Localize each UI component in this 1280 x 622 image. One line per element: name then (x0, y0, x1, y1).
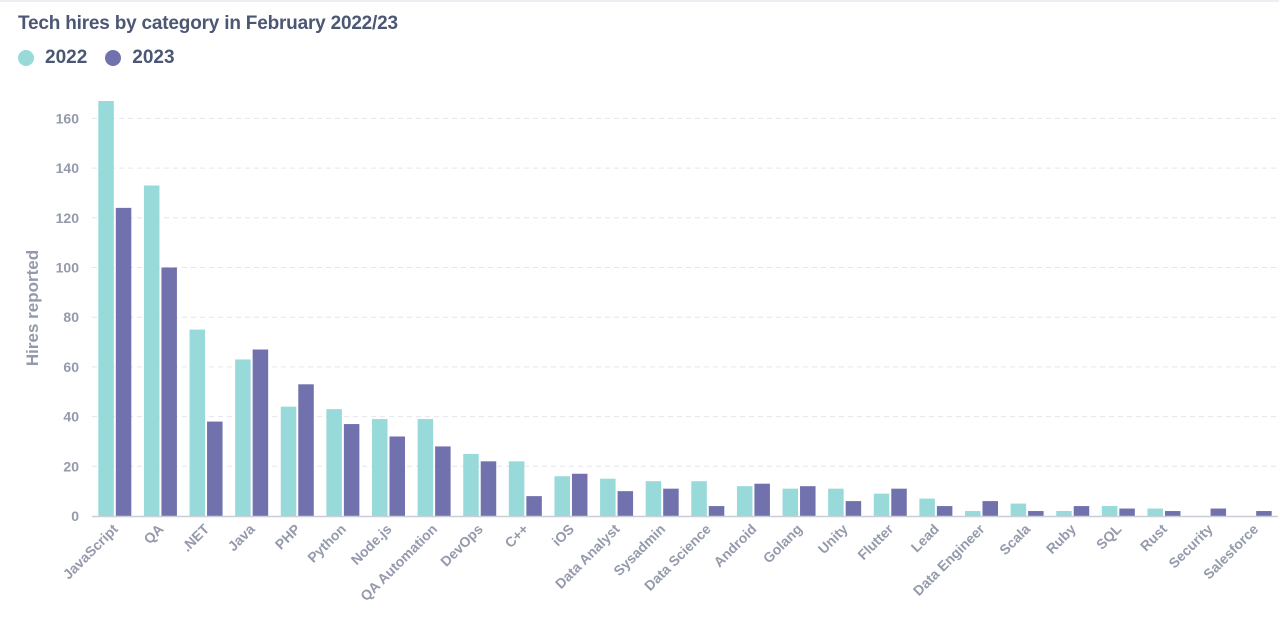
x-tick-label-lead: Lead (908, 521, 942, 555)
bar-2022-qa[interactable] (143, 185, 160, 516)
legend-dot-2023 (105, 50, 122, 66)
chart-title: Tech hires by category in February 2022/… (18, 13, 398, 34)
bar-2022-golang[interactable] (782, 488, 799, 516)
y-tick-label-120: 120 (56, 210, 80, 226)
bar-2023-flutter[interactable] (891, 488, 907, 516)
bar-2022-qa-automation[interactable] (417, 419, 434, 516)
x-tick-label-c: C++ (501, 521, 531, 551)
y-axis-ticks: 0 20 40 60 80 100 120 140 160 (56, 110, 80, 524)
bar-2022-sysadmin[interactable] (645, 481, 662, 516)
bar-2023-node-js[interactable] (389, 436, 406, 516)
bar-2023-golang[interactable] (800, 486, 816, 516)
x-tick-label-ios: iOS (549, 521, 577, 549)
card-top-border (0, 0, 1279, 2)
x-tick-label-python: Python (304, 521, 349, 566)
bar-2023-lead[interactable] (936, 506, 953, 516)
bar-2023-unity[interactable] (845, 501, 862, 516)
y-tick-label-60: 60 (63, 359, 79, 375)
y-axis-label: Hires reported (23, 250, 42, 366)
bar-2022-lead[interactable] (919, 498, 935, 516)
bar-2022-sql[interactable] (1101, 506, 1118, 516)
y-tick-label-40: 40 (63, 409, 79, 425)
y-tick-label-140: 140 (56, 160, 80, 176)
x-tick-label-sql: SQL (1093, 520, 1125, 552)
bar-2022-data-analyst[interactable] (600, 478, 616, 516)
bar-2022-net[interactable] (189, 329, 206, 516)
bar-2023-scala[interactable] (1028, 511, 1044, 516)
bar-2023-sysadmin[interactable] (663, 488, 679, 516)
bar-2023-rust[interactable] (1164, 511, 1181, 516)
legend-item-2023[interactable]: 2023 (105, 47, 175, 69)
bar-2022-android[interactable] (736, 486, 753, 516)
bars (98, 101, 1272, 517)
x-tick-label-java: Java (224, 521, 257, 554)
gridlines (92, 117, 1278, 467)
bar-2022-java[interactable] (235, 359, 251, 516)
bar-2023-c[interactable] (526, 496, 542, 516)
x-tick-label-scala: Scala (996, 521, 1033, 558)
bar-2023-javascript[interactable] (115, 207, 132, 517)
bar-2023-ruby[interactable] (1073, 506, 1090, 516)
bar-2023-security[interactable] (1210, 508, 1227, 516)
legend-item-2022[interactable]: 2022 (18, 47, 87, 69)
x-tick-label-php: PHP (272, 521, 304, 553)
bar-2022-python[interactable] (326, 409, 342, 516)
y-tick-label-0: 0 (71, 508, 79, 524)
bar-2023-data-analyst[interactable] (617, 491, 634, 516)
chart-legend: 2022 2023 (18, 47, 193, 69)
x-tick-label-golang: Golang (760, 521, 805, 566)
x-tick-label-flutter: Flutter (854, 520, 896, 562)
bar-2022-devops[interactable] (463, 453, 479, 516)
bar-2022-flutter[interactable] (873, 493, 890, 516)
x-tick-label-javascript: JavaScript (60, 521, 122, 583)
bar-2023-qa-automation[interactable] (435, 446, 451, 516)
bar-2023-android[interactable] (754, 483, 770, 516)
bar-2022-php[interactable] (280, 406, 297, 516)
bar-2022-node-js[interactable] (372, 419, 388, 516)
bar-2022-javascript[interactable] (98, 101, 114, 516)
y-tick-label-20: 20 (63, 458, 79, 474)
y-tick-label-80: 80 (63, 309, 79, 325)
bar-2022-data-engineer[interactable] (965, 511, 981, 516)
bar-2022-ruby[interactable] (1056, 511, 1072, 516)
x-tick-label-net: .NET (178, 520, 212, 554)
legend-dot-2022 (18, 50, 34, 66)
x-tick-label-ruby: Ruby (1043, 521, 1079, 557)
bar-2022-ios[interactable] (554, 476, 570, 516)
legend-label-2023: 2023 (132, 47, 175, 68)
bar-2022-c[interactable] (508, 461, 525, 516)
x-tick-label-rust: Rust (1137, 521, 1171, 555)
bar-2023-php[interactable] (298, 384, 314, 516)
bar-2023-python[interactable] (343, 424, 360, 516)
bar-2022-rust[interactable] (1147, 508, 1163, 516)
bar-2023-data-engineer[interactable] (982, 501, 999, 516)
bar-2022-unity[interactable] (828, 488, 844, 516)
legend-label-2022: 2022 (45, 47, 88, 68)
bar-2023-qa[interactable] (161, 267, 177, 517)
bar-2022-scala[interactable] (1010, 503, 1027, 516)
bar-2023-devops[interactable] (480, 461, 497, 516)
bar-2023-net[interactable] (207, 421, 223, 516)
bar-2022-data-science[interactable] (691, 481, 707, 516)
x-tick-label-devops: DevOps (437, 521, 486, 570)
x-tick-label-qa: QA (140, 521, 166, 547)
bar-2023-salesforce[interactable] (1256, 511, 1272, 516)
bar-2023-ios[interactable] (571, 473, 588, 516)
y-tick-label-160: 160 (56, 110, 80, 126)
bar-2023-java[interactable] (252, 349, 269, 516)
x-tick-label-android: Android (710, 521, 759, 570)
x-tick-label-unity: Unity (815, 521, 851, 557)
y-tick-label-100: 100 (56, 260, 80, 276)
bar-2023-data-science[interactable] (708, 506, 725, 516)
bar-2023-sql[interactable] (1119, 508, 1135, 516)
